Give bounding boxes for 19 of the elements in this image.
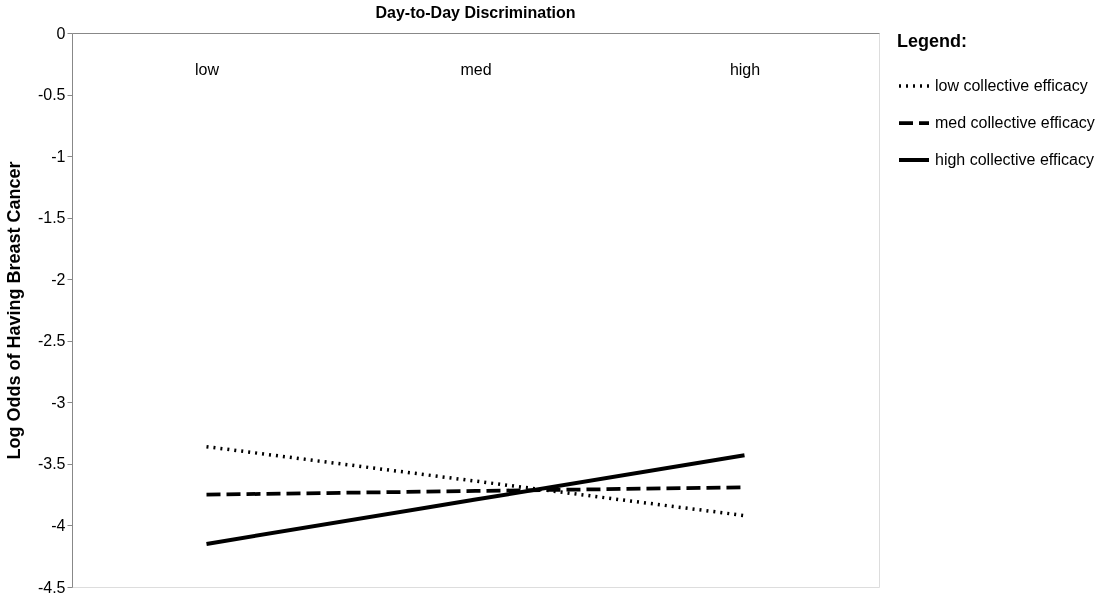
- y-tick-label: -4: [51, 516, 66, 534]
- y-tick-label: -0.5: [37, 86, 66, 104]
- x-tick-label: low: [194, 60, 220, 78]
- y-tick-label: -1: [51, 147, 66, 165]
- legend-label: low collective efficacy: [935, 77, 1088, 94]
- y-tick-label: -2: [51, 270, 66, 288]
- y-axis-title: Log Odds of Having Breast Cancer: [3, 161, 24, 460]
- y-tick-label: 0: [56, 24, 66, 42]
- y-tick-label: -3.5: [37, 455, 66, 473]
- y-tick-label: -3: [51, 393, 66, 411]
- x-tick-label: med: [460, 60, 492, 78]
- legend-label: high collective efficacy: [935, 151, 1094, 168]
- chart-title: Day-to-Day Discrimination: [375, 4, 576, 21]
- y-tick-label: -1.5: [37, 209, 66, 227]
- y-tick-label: -4.5: [37, 578, 66, 596]
- y-tick-label: -2.5: [37, 332, 66, 350]
- x-tick-label: high: [729, 60, 761, 78]
- legend-title: Legend:: [897, 31, 967, 51]
- legend-label: med collective efficacy: [935, 114, 1095, 131]
